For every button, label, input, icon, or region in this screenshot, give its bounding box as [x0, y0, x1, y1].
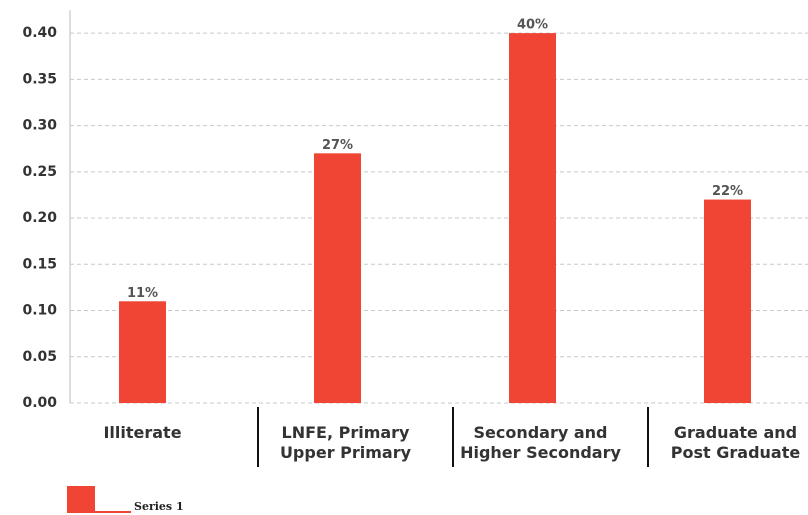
value-label: 22% [712, 184, 743, 199]
value-label: 40% [517, 18, 548, 33]
x-tick-label: Graduate and Post Graduate [670, 423, 801, 462]
value-label: 11% [127, 286, 158, 301]
legend-swatch [67, 486, 95, 513]
y-tick-label: 0.20 [22, 210, 57, 226]
bar [704, 199, 751, 403]
y-tick-label: 0.35 [22, 71, 57, 87]
bar [314, 153, 361, 403]
y-tick-label: 0.15 [22, 256, 57, 272]
bar [119, 301, 166, 403]
y-tick-label: 0.30 [22, 118, 57, 134]
y-tick-label: 0.40 [22, 25, 57, 41]
legend-label: Series 1 [134, 500, 184, 513]
bar [509, 33, 556, 403]
x-tick-label: Illiterate [103, 423, 182, 442]
y-tick-label: 0.10 [22, 303, 57, 319]
value-label: 27% [322, 138, 353, 153]
x-tick-label: Secondary and Higher Secondary [460, 423, 621, 462]
y-tick-label: 0.00 [22, 395, 57, 411]
y-tick-label: 0.05 [22, 349, 57, 365]
x-tick-label: LNFE, Primary Upper Primary [279, 423, 412, 462]
y-tick-label: 0.25 [22, 164, 57, 180]
